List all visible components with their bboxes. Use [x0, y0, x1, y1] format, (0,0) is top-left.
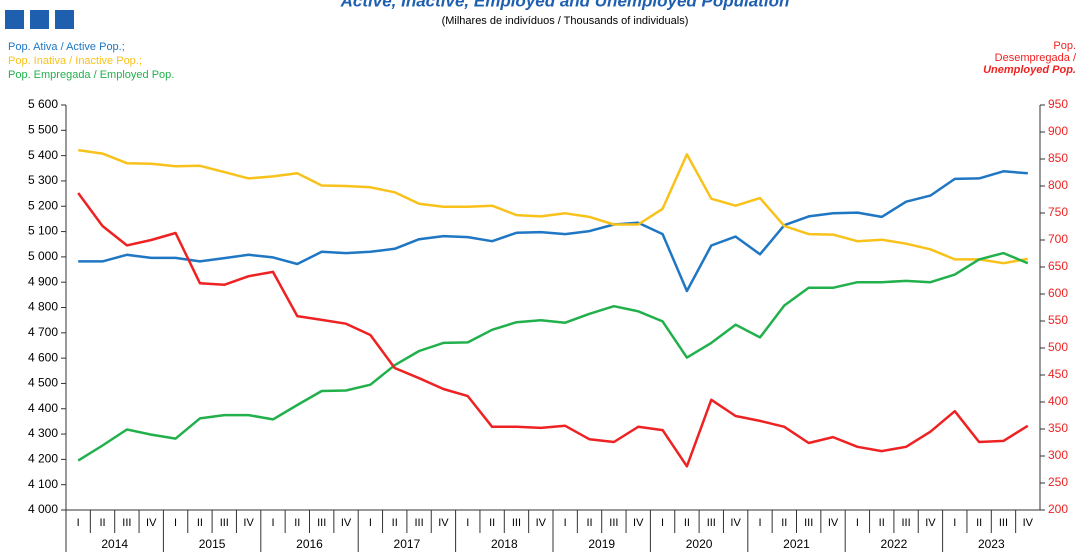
- x-tick-label: III: [999, 517, 1008, 529]
- x-tick-label: II: [99, 517, 105, 529]
- x-tick-label: III: [804, 517, 813, 529]
- x-tick-label: II: [392, 517, 398, 529]
- x-tick-label: I: [77, 517, 80, 529]
- x-tick-label: II: [976, 517, 982, 529]
- y2-axis-label: Pop.: [1053, 40, 1076, 52]
- y-tick-label: 4 600: [28, 350, 58, 364]
- year-label: 2015: [199, 537, 226, 551]
- x-tick-label: I: [661, 517, 664, 529]
- x-tick-label: IV: [1023, 517, 1034, 529]
- chart-subtitle: (Milhares de indivíduos / Thousands of i…: [442, 15, 689, 27]
- y-tick-label: 5 200: [28, 198, 58, 212]
- x-tick-label: III: [512, 517, 521, 529]
- x-tick-label: IV: [730, 517, 741, 529]
- series-line: [77, 192, 1029, 468]
- y2-tick-label: 400: [1048, 394, 1068, 408]
- x-tick-label: II: [781, 517, 787, 529]
- y2-tick-label: 500: [1048, 340, 1068, 354]
- y-tick-label: 4 700: [28, 325, 58, 339]
- x-tick-label: II: [879, 517, 885, 529]
- year-label: 2021: [783, 537, 810, 551]
- year-label: 2017: [394, 537, 421, 551]
- y2-tick-label: 600: [1048, 286, 1068, 300]
- y2-tick-label: 200: [1048, 502, 1068, 516]
- x-tick-label: II: [294, 517, 300, 529]
- year-label: 2023: [978, 537, 1005, 551]
- x-tick-label: II: [684, 517, 690, 529]
- x-tick-label: III: [122, 517, 131, 529]
- y2-axis-label: Desempregada /: [995, 52, 1077, 64]
- year-label: 2018: [491, 537, 518, 551]
- x-tick-label: I: [856, 517, 859, 529]
- y-tick-label: 4 400: [28, 401, 58, 415]
- logo-block: [5, 10, 24, 29]
- y2-axis-label: Unemployed Pop.: [983, 64, 1076, 76]
- x-tick-label: II: [586, 517, 592, 529]
- x-tick-label: III: [901, 517, 910, 529]
- y2-tick-label: 700: [1048, 232, 1068, 246]
- y-tick-label: 5 300: [28, 173, 58, 187]
- x-tick-label: IV: [341, 517, 352, 529]
- y-tick-label: 4 900: [28, 274, 58, 288]
- y-tick-label: 4 000: [28, 502, 58, 516]
- x-tick-label: II: [197, 517, 203, 529]
- y2-tick-label: 750: [1048, 205, 1068, 219]
- x-tick-label: III: [707, 517, 716, 529]
- legend-entry: Pop. Empregada / Employed Pop.: [8, 69, 174, 81]
- y-tick-label: 5 600: [28, 97, 58, 111]
- x-tick-label: III: [609, 517, 618, 529]
- x-tick-label: IV: [243, 517, 254, 529]
- chart-title: Active, Inactive, Employed and Unemploye…: [340, 0, 790, 10]
- y-tick-label: 5 500: [28, 122, 58, 136]
- x-tick-label: I: [466, 517, 469, 529]
- y2-tick-label: 250: [1048, 475, 1068, 489]
- year-label: 2022: [881, 537, 908, 551]
- x-tick-label: IV: [438, 517, 449, 529]
- y-tick-label: 4 300: [28, 426, 58, 440]
- y-tick-label: 4 200: [28, 452, 58, 466]
- y2-tick-label: 300: [1048, 448, 1068, 462]
- y-tick-label: 5 000: [28, 249, 58, 263]
- x-tick-label: IV: [633, 517, 644, 529]
- y2-tick-label: 800: [1048, 178, 1068, 192]
- x-tick-label: II: [489, 517, 495, 529]
- x-tick-label: IV: [536, 517, 547, 529]
- x-tick-label: III: [220, 517, 229, 529]
- x-tick-label: III: [317, 517, 326, 529]
- x-tick-label: I: [174, 517, 177, 529]
- x-tick-label: IV: [925, 517, 936, 529]
- x-tick-label: III: [414, 517, 423, 529]
- y-tick-label: 4 500: [28, 376, 58, 390]
- legend-entry: Pop. Inativa / Inactive Pop.;: [8, 55, 142, 67]
- year-label: 2016: [296, 537, 323, 551]
- year-label: 2019: [588, 537, 615, 551]
- y-tick-label: 4 100: [28, 477, 58, 491]
- y-tick-label: 4 800: [28, 300, 58, 314]
- year-label: 2014: [101, 537, 128, 551]
- y2-tick-label: 450: [1048, 367, 1068, 381]
- x-tick-label: IV: [146, 517, 157, 529]
- y2-tick-label: 900: [1048, 124, 1068, 138]
- series-line: [77, 251, 1029, 462]
- x-tick-label: I: [564, 517, 567, 529]
- series-line: [78, 148, 1029, 265]
- legend-entry: Pop. Ativa / Active Pop.;: [8, 41, 125, 53]
- x-tick-label: I: [271, 517, 274, 529]
- y2-tick-label: 850: [1048, 151, 1068, 165]
- x-tick-label: I: [758, 517, 761, 529]
- x-tick-label: IV: [828, 517, 839, 529]
- y2-tick-label: 650: [1048, 259, 1068, 273]
- y2-tick-label: 350: [1048, 421, 1068, 435]
- x-tick-label: I: [369, 517, 372, 529]
- logo-block: [55, 10, 74, 29]
- y-tick-label: 5 100: [28, 224, 58, 238]
- y-tick-label: 5 400: [28, 148, 58, 162]
- y2-tick-label: 550: [1048, 313, 1068, 327]
- logo-block: [30, 10, 49, 29]
- x-tick-label: I: [953, 517, 956, 529]
- series-line: [78, 170, 1028, 293]
- year-label: 2020: [686, 537, 713, 551]
- y2-tick-label: 950: [1048, 97, 1068, 111]
